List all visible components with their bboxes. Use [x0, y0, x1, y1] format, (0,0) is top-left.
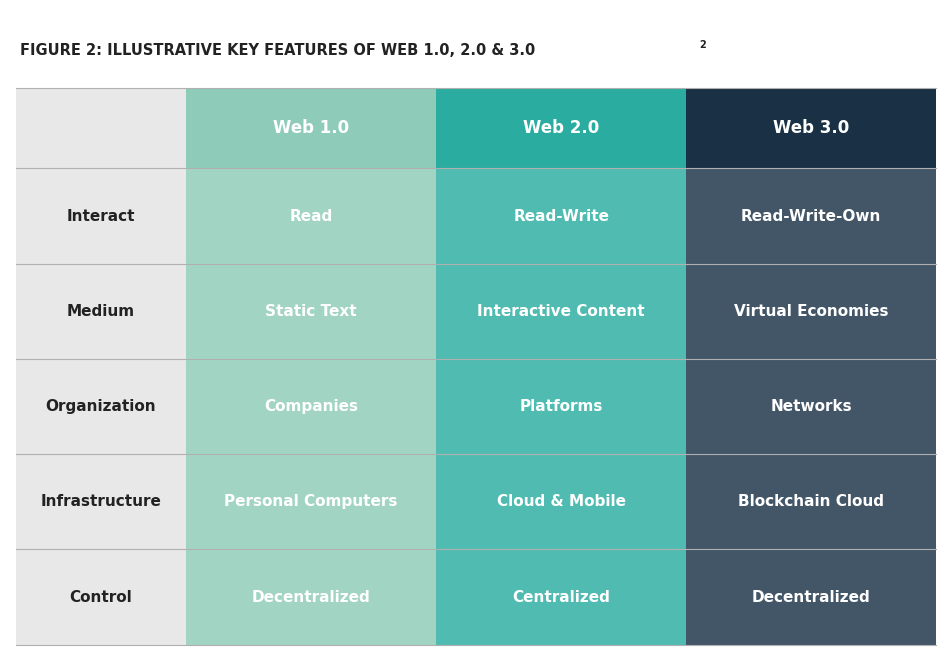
Bar [686, 549, 937, 645]
Bar [186, 168, 436, 264]
Bar [436, 168, 686, 264]
Text: Interact: Interact [67, 208, 135, 224]
Text: Read-Write-Own: Read-Write-Own [741, 208, 882, 224]
Bar [186, 264, 436, 359]
Text: Virtual Economies: Virtual Economies [734, 304, 888, 319]
Text: Cloud & Mobile: Cloud & Mobile [497, 494, 625, 509]
Text: Static Text: Static Text [266, 304, 357, 319]
Bar [186, 454, 436, 549]
Text: Web 3.0: Web 3.0 [773, 119, 849, 137]
Text: Decentralized: Decentralized [752, 589, 871, 605]
Text: Read: Read [289, 208, 332, 224]
Bar [436, 549, 686, 645]
Bar [686, 359, 937, 454]
Bar [436, 264, 686, 359]
Text: Decentralized: Decentralized [251, 589, 370, 605]
Text: Medium: Medium [67, 304, 135, 319]
Bar [186, 549, 436, 645]
Text: Interactive Content: Interactive Content [477, 304, 645, 319]
Bar [436, 359, 686, 454]
Bar [686, 264, 937, 359]
Bar [686, 168, 937, 264]
Text: Networks: Networks [770, 399, 852, 414]
Text: FIGURE 2: ILLUSTRATIVE KEY FEATURES OF WEB 1.0, 2.0 & 3.0: FIGURE 2: ILLUSTRATIVE KEY FEATURES OF W… [20, 43, 536, 58]
Text: Infrastructure: Infrastructure [40, 494, 161, 509]
Text: Web 2.0: Web 2.0 [523, 119, 600, 137]
Text: Blockchain Cloud: Blockchain Cloud [739, 494, 884, 509]
Bar [436, 454, 686, 549]
Bar [186, 88, 436, 168]
Bar [686, 88, 937, 168]
Text: Web 1.0: Web 1.0 [273, 119, 349, 137]
Text: Control: Control [69, 589, 132, 605]
Bar [436, 88, 686, 168]
Text: Personal Computers: Personal Computers [225, 494, 398, 509]
Text: 2: 2 [699, 40, 705, 50]
Text: Companies: Companies [264, 399, 358, 414]
Bar [686, 454, 937, 549]
Text: Platforms: Platforms [520, 399, 603, 414]
Text: Organization: Organization [46, 399, 156, 414]
Bar [15, 88, 186, 645]
Text: Centralized: Centralized [512, 589, 610, 605]
Text: Read-Write: Read-Write [513, 208, 609, 224]
Bar [186, 359, 436, 454]
